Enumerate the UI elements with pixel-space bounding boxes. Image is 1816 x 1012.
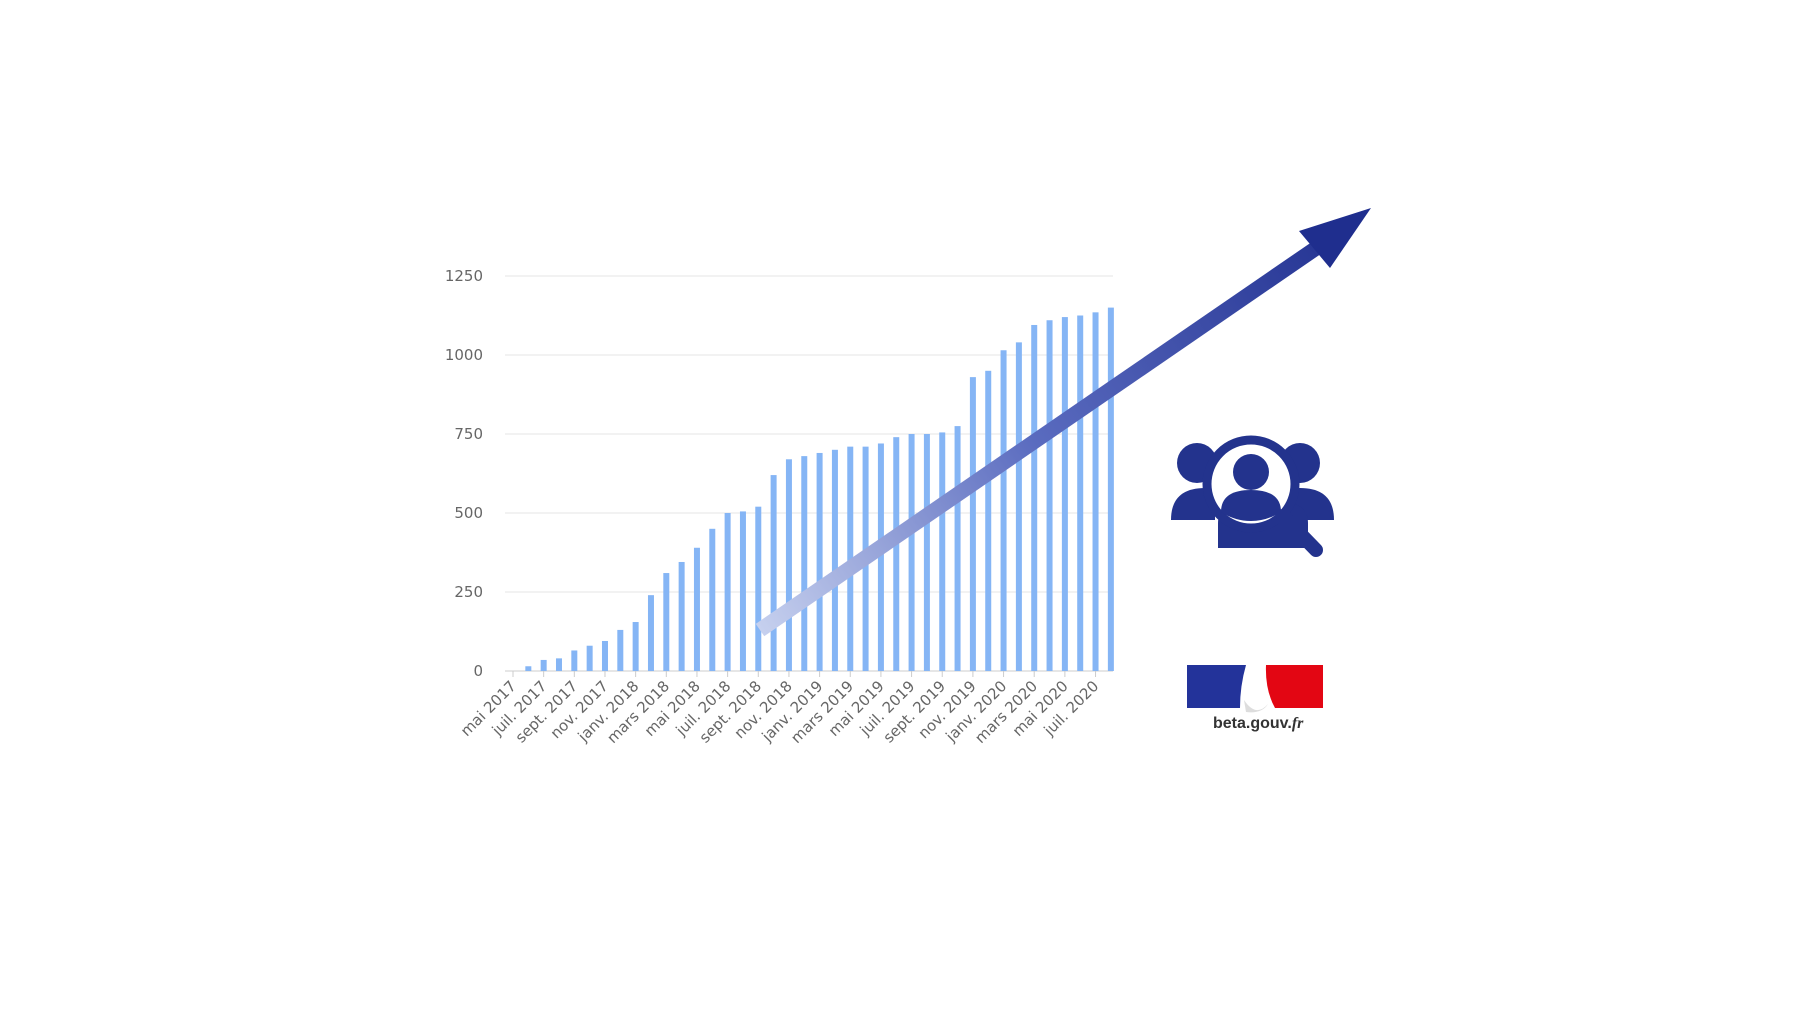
bar xyxy=(724,513,731,671)
bar xyxy=(893,437,900,671)
bar xyxy=(816,452,823,671)
bar xyxy=(1046,320,1053,671)
bar xyxy=(632,622,639,671)
y-tick-label: 1000 xyxy=(445,346,483,364)
bar xyxy=(908,434,915,671)
people-search-icon xyxy=(1171,435,1334,557)
bar xyxy=(739,511,746,671)
y-tick-label: 500 xyxy=(454,504,483,522)
bar xyxy=(540,659,547,671)
bar xyxy=(770,475,777,671)
bar xyxy=(693,547,700,671)
bar xyxy=(1015,342,1022,671)
logo-text: beta.gouv.fr xyxy=(1213,715,1304,732)
bar xyxy=(877,443,884,671)
bar xyxy=(939,432,946,671)
bar xyxy=(1061,317,1068,671)
bar xyxy=(555,658,562,671)
bar xyxy=(923,434,930,671)
bar xyxy=(678,561,685,671)
bar xyxy=(985,370,992,671)
bar xyxy=(1077,315,1084,671)
bar xyxy=(847,446,854,671)
trend-arrow xyxy=(755,208,1371,637)
bar xyxy=(969,377,976,671)
bar xyxy=(601,640,608,671)
bar xyxy=(617,629,624,671)
bar xyxy=(1092,312,1099,671)
bar xyxy=(1107,307,1114,671)
bars xyxy=(525,307,1114,671)
beta-gouv-logo: beta.gouv.fr xyxy=(1187,665,1323,732)
bar xyxy=(663,573,670,671)
bar xyxy=(801,456,808,671)
bar xyxy=(755,506,762,671)
bar xyxy=(785,459,792,671)
bar xyxy=(1000,350,1007,671)
y-tick-label: 250 xyxy=(454,583,483,601)
y-tick-label: 750 xyxy=(454,425,483,443)
y-tick-label: 1250 xyxy=(445,267,483,285)
bar xyxy=(709,528,716,671)
grid-lines xyxy=(505,275,1113,672)
bar xyxy=(831,449,838,671)
bar xyxy=(954,426,961,671)
y-tick-label: 0 xyxy=(473,662,483,680)
y-axis-ticks: 0 250 500 750 1000 1250 xyxy=(445,267,483,680)
bar xyxy=(571,650,578,671)
bar xyxy=(1031,324,1038,671)
bar xyxy=(525,666,532,671)
bar xyxy=(647,595,654,671)
bar xyxy=(586,645,593,671)
